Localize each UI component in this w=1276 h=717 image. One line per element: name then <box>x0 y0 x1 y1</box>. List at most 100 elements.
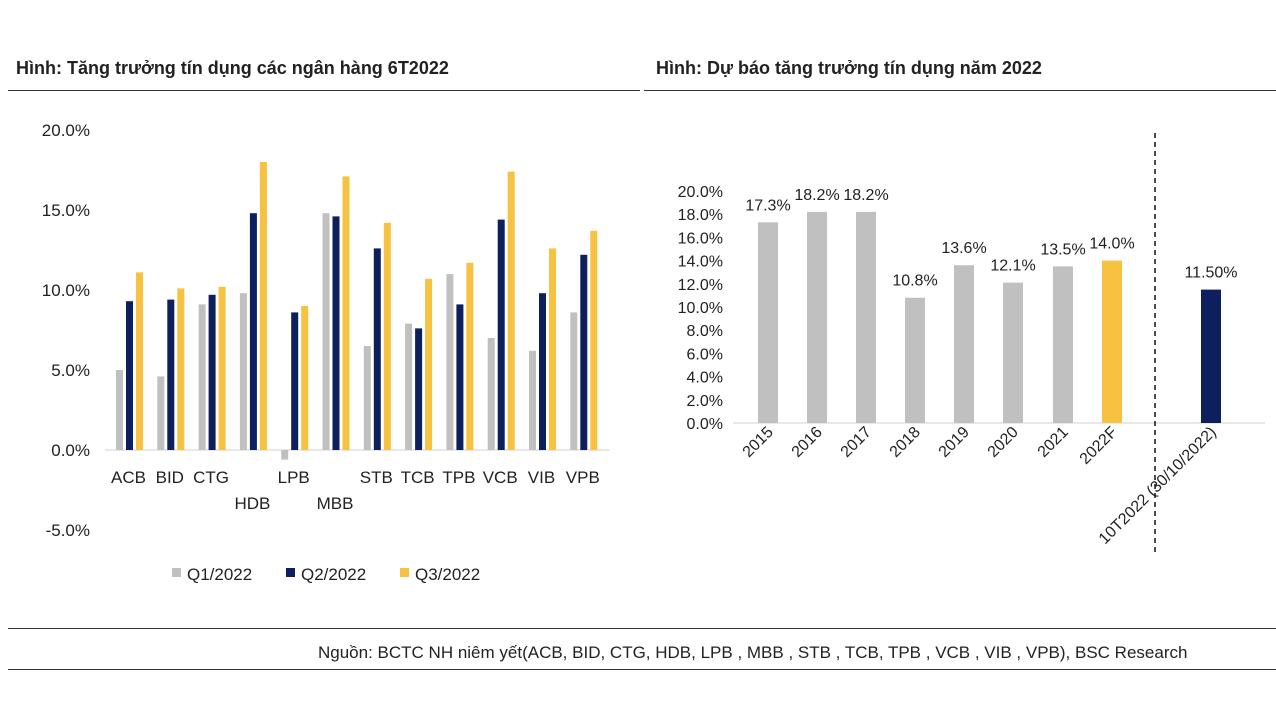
left-bar-tpb-1 <box>446 274 454 450</box>
right-y-tick-label: 4.0% <box>687 370 723 387</box>
legend-label-1: Q1/2022 <box>187 565 252 584</box>
right-y-tick-label: 6.0% <box>687 346 723 363</box>
left-bar-lpb-1 <box>281 450 289 460</box>
left-bar-bid-1 <box>157 376 165 450</box>
right-y-tick-label: 0.0% <box>687 416 723 433</box>
left-bar-lpb-3 <box>301 306 309 450</box>
left-bar-bid-2 <box>167 299 175 450</box>
left-bar-vib-2 <box>539 293 546 450</box>
footer-top-rule <box>8 628 1276 629</box>
left-x-tick-label: HDB <box>234 494 270 513</box>
left-bar-ctg-3 <box>218 286 226 450</box>
source-note: Nguồn: BCTC NH niêm yết(ACB, BID, CTG, H… <box>318 643 1188 662</box>
left-bar-hdb-3 <box>259 162 267 450</box>
right-data-label: 17.3% <box>745 197 790 214</box>
left-x-tick-label: ACB <box>111 468 146 487</box>
right-x-tick-label: 2020 <box>985 424 1022 461</box>
left-x-tick-label: VPB <box>566 468 600 487</box>
left-credit-growth-chart: 20.0% 15.0% 10.0% 5.0% 0.0% -5.0% ACB BID CTG HDB… <box>42 121 610 584</box>
left-x-tick-label: STB <box>360 468 393 487</box>
right-data-label: 12.1% <box>990 258 1035 275</box>
left-bar-hdb-1 <box>239 293 247 450</box>
right-data-label: 10.8% <box>892 273 937 290</box>
right-data-label: 11.50% <box>1184 265 1237 282</box>
right-data-label: 13.6% <box>941 240 986 257</box>
left-bar-acb-1 <box>116 370 123 450</box>
left-bar-acb-3 <box>136 272 143 450</box>
legend-label-3: Q3/2022 <box>415 565 480 584</box>
left-y-tick-label: -5.0% <box>46 521 90 540</box>
left-bar-vib-3 <box>549 248 556 450</box>
right-bar-8 <box>1201 289 1221 423</box>
right-credit-forecast-chart: 20.0% 18.0% 16.0% 14.0% 12.0% 10.0% 8.0% 6.0% 4.… <box>678 133 1265 555</box>
left-bar-tcb-1 <box>405 323 413 450</box>
right-data-label: 18.2% <box>843 187 888 204</box>
left-bar-tcb-2 <box>415 328 423 450</box>
legend-swatch-1 <box>172 568 181 577</box>
right-bar-4 <box>954 265 974 423</box>
right-bar-7 <box>1102 260 1122 423</box>
right-x-tick-label: 2021 <box>1035 424 1072 461</box>
right-data-label: 14.0% <box>1089 236 1134 253</box>
left-bar-mbb-2 <box>332 216 340 450</box>
left-bar-mbb-3 <box>342 176 350 450</box>
right-x-tick-label: 2016 <box>789 424 826 461</box>
right-x-tick-label: 2019 <box>936 424 973 461</box>
left-bar-mbb-1 <box>322 213 330 450</box>
right-y-tick-label: 10.0% <box>678 300 723 317</box>
left-bar-ctg-2 <box>208 294 216 450</box>
left-bar-tcb-3 <box>425 278 433 450</box>
left-y-tick-label: 15.0% <box>42 201 90 220</box>
left-bar-lpb-2 <box>291 312 299 450</box>
left-y-tick-label: 0.0% <box>51 441 90 460</box>
footer-bottom-rule <box>8 669 1276 670</box>
right-y-tick-label: 20.0% <box>678 184 723 201</box>
left-bar-tpb-3 <box>466 262 474 450</box>
left-y-tick-label: 20.0% <box>42 121 90 140</box>
left-x-tick-label: BID <box>156 468 184 487</box>
left-title-underline <box>8 90 640 91</box>
right-chart-title: Hình: Dự báo tăng trưởng tín dụng năm 20… <box>656 58 1042 78</box>
legend-swatch-2 <box>286 568 295 577</box>
left-bar-vib-1 <box>529 350 536 450</box>
right-bar-2 <box>856 211 876 423</box>
right-y-tick-label: 8.0% <box>687 323 723 340</box>
right-bar-1 <box>807 211 827 423</box>
right-bar-6 <box>1053 266 1073 423</box>
right-y-tick-label: 18.0% <box>678 207 723 224</box>
right-x-tick-label: 2015 <box>740 424 777 461</box>
left-x-tick-label: LPB <box>278 468 310 487</box>
left-bar-vcb-1 <box>487 338 495 450</box>
left-bar-vpb-3 <box>590 230 598 450</box>
left-x-tick-label: TCB <box>401 468 435 487</box>
right-y-tick-label: 2.0% <box>687 393 723 410</box>
left-bar-acb-2 <box>126 301 133 450</box>
left-bar-vcb-3 <box>507 171 515 450</box>
left-chart-title: Hình: Tăng trưởng tín dụng các ngân hàng… <box>16 58 449 78</box>
left-bar-bid-3 <box>177 288 185 450</box>
left-x-tick-label: VIB <box>528 468 555 487</box>
legend-swatch-3 <box>400 568 409 577</box>
left-bar-stb-3 <box>383 222 391 450</box>
left-bar-ctg-1 <box>198 304 206 450</box>
legend-label-2: Q2/2022 <box>301 565 366 584</box>
left-bar-vpb-1 <box>570 312 578 450</box>
left-bar-stb-2 <box>373 248 381 450</box>
left-y-tick-label: 10.0% <box>42 281 90 300</box>
right-bar-0 <box>758 222 778 423</box>
right-y-tick-label: 14.0% <box>678 254 723 271</box>
right-bar-5 <box>1003 282 1023 423</box>
right-y-tick-label: 16.0% <box>678 230 723 247</box>
left-x-tick-label: MBB <box>317 494 354 513</box>
left-y-tick-label: 5.0% <box>51 361 90 380</box>
right-x-tick-label: 2017 <box>838 424 875 461</box>
right-bar-3 <box>905 297 925 423</box>
left-bar-vpb-2 <box>580 254 588 450</box>
left-x-tick-label: TPB <box>442 468 475 487</box>
left-bar-stb-1 <box>363 346 371 450</box>
right-data-label: 18.2% <box>794 187 839 204</box>
right-data-label: 13.5% <box>1040 241 1085 258</box>
left-bar-tpb-2 <box>456 304 464 450</box>
left-bar-vcb-2 <box>497 219 505 450</box>
right-x-tick-label: 2018 <box>887 424 924 461</box>
